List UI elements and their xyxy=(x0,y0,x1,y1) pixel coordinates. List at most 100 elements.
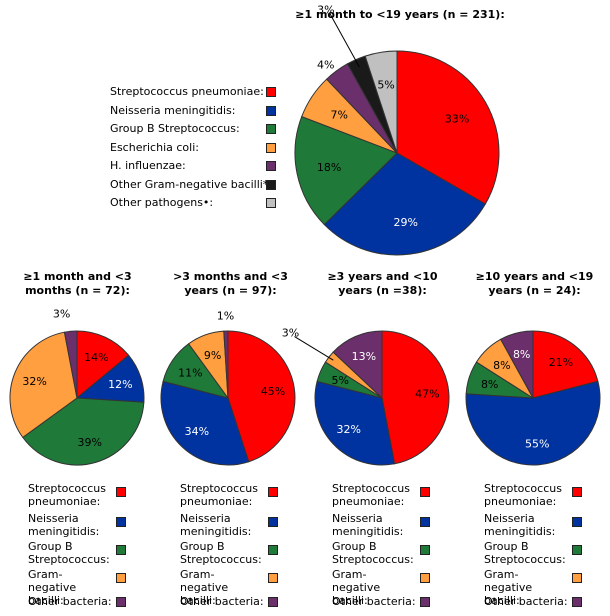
legend-swatch xyxy=(572,517,582,527)
legend-label: Group B Streptococcus: xyxy=(180,540,262,566)
slice-label: 21% xyxy=(549,356,573,369)
legend-label: Streptococcus pneumoniae: xyxy=(332,482,410,508)
legend-item: Other bacteria: xyxy=(484,595,574,608)
legend-swatch xyxy=(572,573,582,583)
legend-label: Group B Streptococcus: xyxy=(332,540,414,566)
pie-1-title-text: ≥1 month and <3 months (n = 72): xyxy=(23,270,132,297)
legend-swatch xyxy=(268,487,278,497)
main-legend-swatch xyxy=(266,161,276,171)
pie-slice xyxy=(332,330,383,400)
legend-label: Gram-negative bacilli: xyxy=(484,568,533,607)
legend-item: Gram-negative bacilli: xyxy=(332,568,412,607)
slice-label: 18% xyxy=(317,161,341,174)
slice-label: 39% xyxy=(77,436,101,449)
legend-label: Gram-negative bacilli: xyxy=(180,568,229,607)
slice-label: 1% xyxy=(217,310,234,323)
main-pie-title: ≥1 month to <19 years (n = 231): xyxy=(295,8,505,21)
legend-swatch xyxy=(116,597,126,607)
pie-slice xyxy=(9,331,78,439)
legend-label: Other bacteria: xyxy=(28,595,112,608)
legend-swatch xyxy=(268,545,278,555)
pie-slice xyxy=(500,330,534,399)
legend-item: Neisseria meningitidis: xyxy=(180,512,260,538)
slice-label: 34% xyxy=(185,425,209,438)
main-legend-swatch xyxy=(266,179,276,190)
pie-slice xyxy=(227,330,296,463)
legend-item: Other bacteria: xyxy=(332,595,422,608)
pie-3-title: ≥3 years and <10 years (n =38): xyxy=(320,270,445,298)
slice-label: 5% xyxy=(331,374,348,387)
legend-item: Neisseria meningitidis: xyxy=(332,512,412,538)
legend-label: Other bacteria: xyxy=(484,595,568,608)
slice-label: 3% xyxy=(282,327,299,340)
pie-slice xyxy=(63,330,78,399)
legend-item: Group B Streptococcus: xyxy=(28,540,110,566)
pie-3-title-text: ≥3 years and <10 years (n =38): xyxy=(327,270,438,297)
legend-item: Streptococcus pneumoniae: xyxy=(180,482,260,508)
main-legend-swatch xyxy=(266,198,276,208)
slice-label: 47% xyxy=(415,388,439,401)
main-legend-label: Other Gram-negative bacilli*: xyxy=(110,177,273,191)
legend-item: Group B Streptococcus: xyxy=(180,540,262,566)
pie-1-title: ≥1 month and <3 months (n = 72): xyxy=(15,270,140,298)
legend-swatch xyxy=(420,573,430,583)
pie-slice xyxy=(76,330,130,400)
pie-slice xyxy=(465,380,601,466)
legend-swatch xyxy=(268,573,278,583)
slice-label: 13% xyxy=(352,350,376,363)
legend-swatch xyxy=(572,545,582,555)
slice-label: 8% xyxy=(493,359,510,372)
slice-label: 32% xyxy=(337,423,361,436)
legend-label: Neisseria meningitidis: xyxy=(180,512,252,538)
main-legend-item: Streptococcus pneumoniae: xyxy=(110,85,264,98)
slice-label: 8% xyxy=(481,378,498,391)
slice-label: 33% xyxy=(445,112,469,125)
main-legend-item: Other Gram-negative bacilli*: xyxy=(110,178,272,191)
main-legend-label: Group B Streptococcus: xyxy=(110,122,240,135)
main-legend-label: H. influenzae: xyxy=(110,159,186,172)
legend-swatch xyxy=(572,597,582,607)
pie-4-title: ≥10 years and <19 years (n = 24): xyxy=(472,270,597,298)
legend-swatch xyxy=(420,545,430,555)
pie-slice xyxy=(364,50,398,154)
legend-swatch xyxy=(116,573,126,583)
label-leader-line xyxy=(329,13,360,68)
legend-swatch xyxy=(268,517,278,527)
slice-label: 3% xyxy=(317,4,334,17)
pie-slice xyxy=(223,330,229,399)
slice-label: 55% xyxy=(525,437,549,450)
pie-slice xyxy=(396,50,500,205)
legend-swatch xyxy=(572,487,582,497)
legend-item: Streptococcus pneumoniae: xyxy=(332,482,412,508)
slice-label: 12% xyxy=(108,378,132,391)
slice-label: 8% xyxy=(513,348,530,361)
slice-label: 14% xyxy=(84,351,108,364)
legend-item: Group B Streptococcus: xyxy=(332,540,414,566)
slice-label: 32% xyxy=(22,375,46,388)
legend-swatch xyxy=(420,487,430,497)
main-legend-item: Other pathogens•: xyxy=(110,196,213,209)
main-legend-label: Streptococcus pneumoniae: xyxy=(110,85,264,98)
slice-label: 45% xyxy=(261,385,285,398)
pie-slice xyxy=(314,380,396,466)
slice-label: 7% xyxy=(331,109,348,122)
legend-item: Neisseria meningitidis: xyxy=(484,512,564,538)
legend-swatch xyxy=(116,545,126,555)
main-legend-item: Group B Streptococcus: xyxy=(110,122,240,135)
legend-label: Gram-negative bacilli: xyxy=(28,568,77,607)
legend-swatch xyxy=(420,517,430,527)
main-legend-item: Neisseria meningitidis: xyxy=(110,104,235,117)
slice-label: 5% xyxy=(377,79,394,92)
legend-label: Gram-negative bacilli: xyxy=(332,568,381,607)
pie-slice xyxy=(22,397,145,466)
legend-label: Streptococcus pneumoniae: xyxy=(28,482,106,508)
slice-label: 4% xyxy=(317,58,334,71)
legend-swatch xyxy=(420,597,430,607)
legend-label: Group B Streptococcus: xyxy=(484,540,566,566)
legend-item: Streptococcus pneumoniae: xyxy=(484,482,564,508)
legend-label: Other bacteria: xyxy=(180,595,264,608)
legend-label: Group B Streptococcus: xyxy=(28,540,110,566)
main-legend-item: H. influenzae: xyxy=(110,159,186,172)
legend-item: Gram-negative bacilli: xyxy=(180,568,260,607)
